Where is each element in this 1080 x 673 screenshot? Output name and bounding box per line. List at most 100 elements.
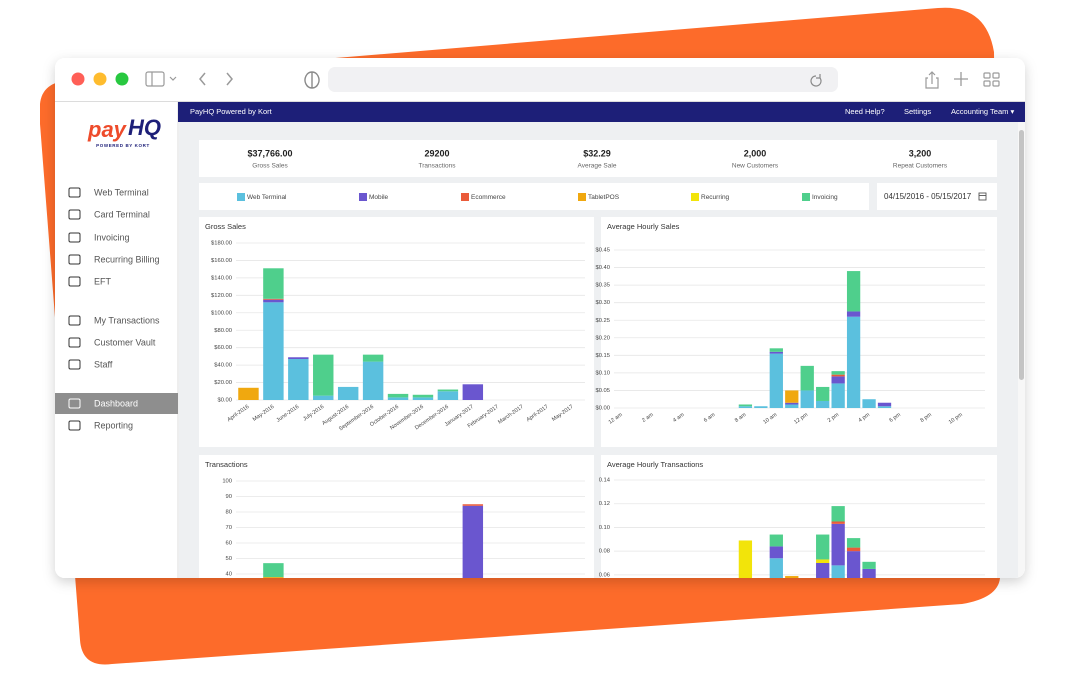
chart-panel: Average Hourly Sales $0.00 $0.05 $0.10 $0.15… [595, 217, 997, 447]
menu-item[interactable]: Recurring Billing [94, 254, 160, 264]
bar-segment [412, 397, 434, 400]
reload-button[interactable] [810, 74, 822, 87]
chart-title: Transactions [205, 460, 248, 469]
menu-item[interactable]: Reporting [94, 420, 133, 430]
bar-segment [831, 374, 845, 377]
header-link[interactable]: Accounting Team ▾ [951, 107, 1014, 116]
stats-row: $37,766.00 Gross Sales 29200 Transactions $3… [247, 148, 947, 169]
bar-segment [238, 387, 259, 400]
y-tick-label: $60.00 [214, 345, 232, 351]
y-tick-label: 70 [226, 525, 232, 531]
menu-item[interactable]: Customer Vault [94, 337, 156, 347]
bar-segment [738, 540, 753, 578]
bar-segment [846, 551, 861, 578]
maximize-button[interactable] [115, 72, 129, 86]
bar-segment [437, 389, 459, 392]
bar-segment [738, 404, 753, 407]
legend-panel [199, 183, 869, 210]
bar-segment [263, 298, 284, 300]
menu-item[interactable]: Invoicing [94, 232, 130, 242]
bar-segment [785, 402, 799, 405]
y-tick-label: 0.08 [599, 549, 610, 555]
bar-segment [387, 393, 409, 398]
y-tick-label: $40.00 [214, 363, 232, 369]
menu-item[interactable]: Dashboard [94, 398, 138, 408]
menu-icon [68, 398, 81, 409]
bar-segment [831, 383, 845, 408]
tab-overview-button[interactable] [983, 72, 1000, 87]
legend-swatch [578, 193, 586, 201]
menu-item[interactable]: Card Terminal [94, 209, 150, 219]
y-tick-label: 60 [226, 541, 232, 547]
bar-segment [263, 577, 284, 578]
y-tick-label: $0.00 [595, 406, 610, 412]
back-button[interactable] [199, 72, 206, 86]
close-button[interactable] [71, 72, 85, 86]
header-link[interactable]: Need Help? [845, 107, 885, 116]
panel-background [601, 217, 997, 447]
bar-segment [862, 568, 876, 578]
address-bar[interactable] [328, 67, 838, 92]
minimize-button[interactable] [93, 72, 107, 86]
menu-item[interactable]: Web Terminal [94, 187, 149, 197]
y-tick-label: $0.45 [595, 248, 610, 254]
stat-value: 3,200 [909, 148, 932, 158]
privacy-icon[interactable] [304, 71, 320, 89]
y-tick-label: $120.00 [211, 293, 232, 299]
y-tick-label: $20.00 [214, 380, 232, 386]
bar-segment [337, 386, 359, 400]
bar-segment [288, 359, 309, 400]
y-tick-label: $0.20 [595, 335, 610, 341]
bar-segment [769, 348, 783, 352]
bar-segment [816, 386, 830, 401]
y-tick-label: 0.12 [599, 501, 610, 507]
y-tick-label: 0.14 [599, 478, 611, 484]
stat-value: $37,766.00 [247, 148, 292, 158]
panel-background [601, 455, 997, 578]
bar-segment [754, 406, 768, 408]
menu-item[interactable]: Staff [94, 359, 113, 369]
stats-panel [199, 140, 997, 177]
menu-icon [68, 315, 81, 326]
calendar-icon[interactable] [978, 192, 987, 201]
bar-segment [816, 400, 830, 408]
bar-segment [877, 402, 892, 407]
legend-label: Web Terminal [247, 194, 287, 201]
bar-segment [263, 302, 284, 400]
bar-segment [437, 391, 459, 400]
bar-segment [816, 563, 830, 578]
panel-background [199, 455, 594, 578]
sidebar-toggle[interactable] [145, 71, 165, 87]
menu-icon [68, 187, 81, 198]
share-button[interactable] [925, 71, 939, 89]
bar-segment [313, 395, 334, 400]
new-tab-button[interactable] [954, 72, 968, 86]
legend-swatch [359, 193, 367, 201]
legend-swatch [237, 193, 245, 201]
bar-segment [846, 538, 861, 548]
forward-button[interactable] [226, 72, 233, 86]
bar-segment [769, 558, 783, 578]
scrollbar-thumb[interactable] [1019, 130, 1024, 380]
date-range[interactable]: 04/15/2016 - 05/15/2017 [884, 192, 972, 201]
bar-segment [769, 546, 783, 559]
tab-dropdown[interactable] [169, 76, 177, 81]
legend: Web Terminal Mobile Ecommerce TabletPOS Recu… [237, 193, 838, 201]
bar-segment [462, 505, 484, 578]
legend-swatch [461, 193, 469, 201]
chart-panel: Average Hourly Transactions 0.06 0.08 0.10 0… [599, 455, 997, 578]
menu-item[interactable]: My Transactions [94, 315, 160, 325]
bar-segment [769, 534, 783, 547]
header-link[interactable]: Settings [904, 107, 931, 116]
bar-segment [387, 397, 409, 400]
legend-label: TabletPOS [588, 194, 620, 201]
date-picker[interactable] [877, 183, 997, 210]
stat-value: 29200 [424, 148, 449, 158]
menu-item[interactable]: EFT [94, 276, 112, 286]
bar-segment [831, 523, 845, 566]
bar-segment [831, 521, 845, 524]
bar-segment [288, 357, 309, 360]
bar-segment [412, 394, 434, 398]
menu-icon [68, 254, 81, 265]
